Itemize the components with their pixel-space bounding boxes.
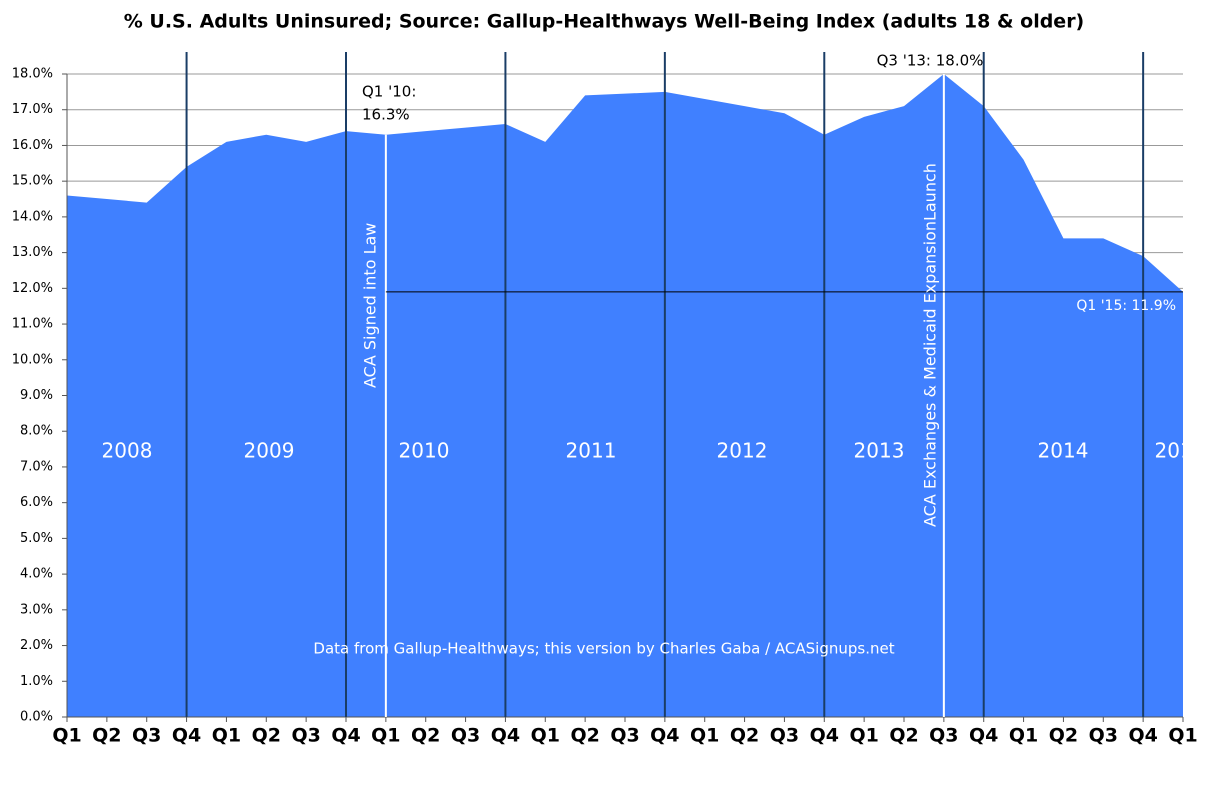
y-tick-label: 16.0% [12,138,53,153]
credit: Data from Gallup-Healthways; this versio… [313,640,894,658]
x-tick-label: Q1 [212,725,241,747]
x-tick-label: Q1 [371,725,400,747]
x-tick-label: Q4 [1128,725,1157,747]
x-tick-label: Q1 [1168,725,1197,747]
year-label: 2015 [1155,439,1206,463]
x-tick-label: Q1 [531,725,560,747]
year-label: 2012 [717,439,768,463]
year-label: 2009 [244,439,295,463]
x-tick-label: Q3 [132,725,161,747]
y-tick-label: 18.0% [12,67,53,82]
y-tick-label: 4.0% [20,567,53,582]
x-tick-label: Q3 [929,725,958,747]
y-tick-label: 17.0% [12,102,53,117]
x-tick-label: Q2 [92,725,121,747]
y-tick-label: 8.0% [20,424,53,439]
x-tick-label: Q4 [491,725,520,747]
x-tick-label: Q3 [770,725,799,747]
x-tick-label: Q1 [1009,725,1038,747]
x-tick-label: Q2 [1049,725,1078,747]
x-tick-label: Q4 [650,725,679,747]
event-label: ACA Signed into Law [361,223,380,388]
y-tick-label: 11.0% [12,317,53,332]
y-tick-label: 9.0% [20,388,53,403]
x-tick-label: Q1 [849,725,878,747]
x-tick-label: Q1 [52,725,81,747]
y-tick-label: 12.0% [12,281,53,296]
y-tick-label: 10.0% [12,352,53,367]
annotation: 16.3% [362,106,410,124]
y-tick-label: 3.0% [20,602,53,617]
y-tick-label: 15.0% [12,174,53,189]
y-tick-label: 13.0% [12,245,53,260]
x-tick-label: Q3 [291,725,320,747]
year-label: 2008 [102,439,153,463]
x-tick-label: Q3 [610,725,639,747]
x-tick-label: Q2 [889,725,918,747]
year-label: 2013 [854,439,905,463]
y-tick-label: 7.0% [20,459,53,474]
y-tick-label: 0.0% [20,710,53,725]
y-tick-label: 14.0% [12,209,53,224]
year-label: 2014 [1038,439,1089,463]
annotation: Q3 '13: 18.0% [877,52,984,70]
y-tick-label: 2.0% [20,638,53,653]
x-tick-label: Q2 [570,725,599,747]
x-tick-label: Q4 [331,725,360,747]
year-label: 2011 [566,439,617,463]
x-tick-label: Q3 [1089,725,1118,747]
x-tick-label: Q3 [451,725,480,747]
event-label: ACA Exchanges & Medicaid ExpansionLaunch [921,163,940,527]
y-tick-label: 1.0% [20,674,53,689]
x-tick-label: Q1 [690,725,719,747]
x-tick-label: Q2 [252,725,281,747]
annotation: Q1 '15: 11.9% [1076,298,1176,314]
x-tick-label: Q2 [411,725,440,747]
y-tick-label: 5.0% [20,531,53,546]
x-tick-label: Q4 [172,725,201,747]
chart-title: % U.S. Adults Uninsured; Source: Gallup-… [124,11,1085,33]
year-label: 2010 [399,439,450,463]
y-tick-label: 6.0% [20,495,53,510]
x-tick-label: Q2 [730,725,759,747]
area [67,74,1183,717]
annotation: Q1 '10: [362,83,416,101]
x-tick-label: Q4 [969,725,998,747]
x-tick-label: Q4 [810,725,839,747]
